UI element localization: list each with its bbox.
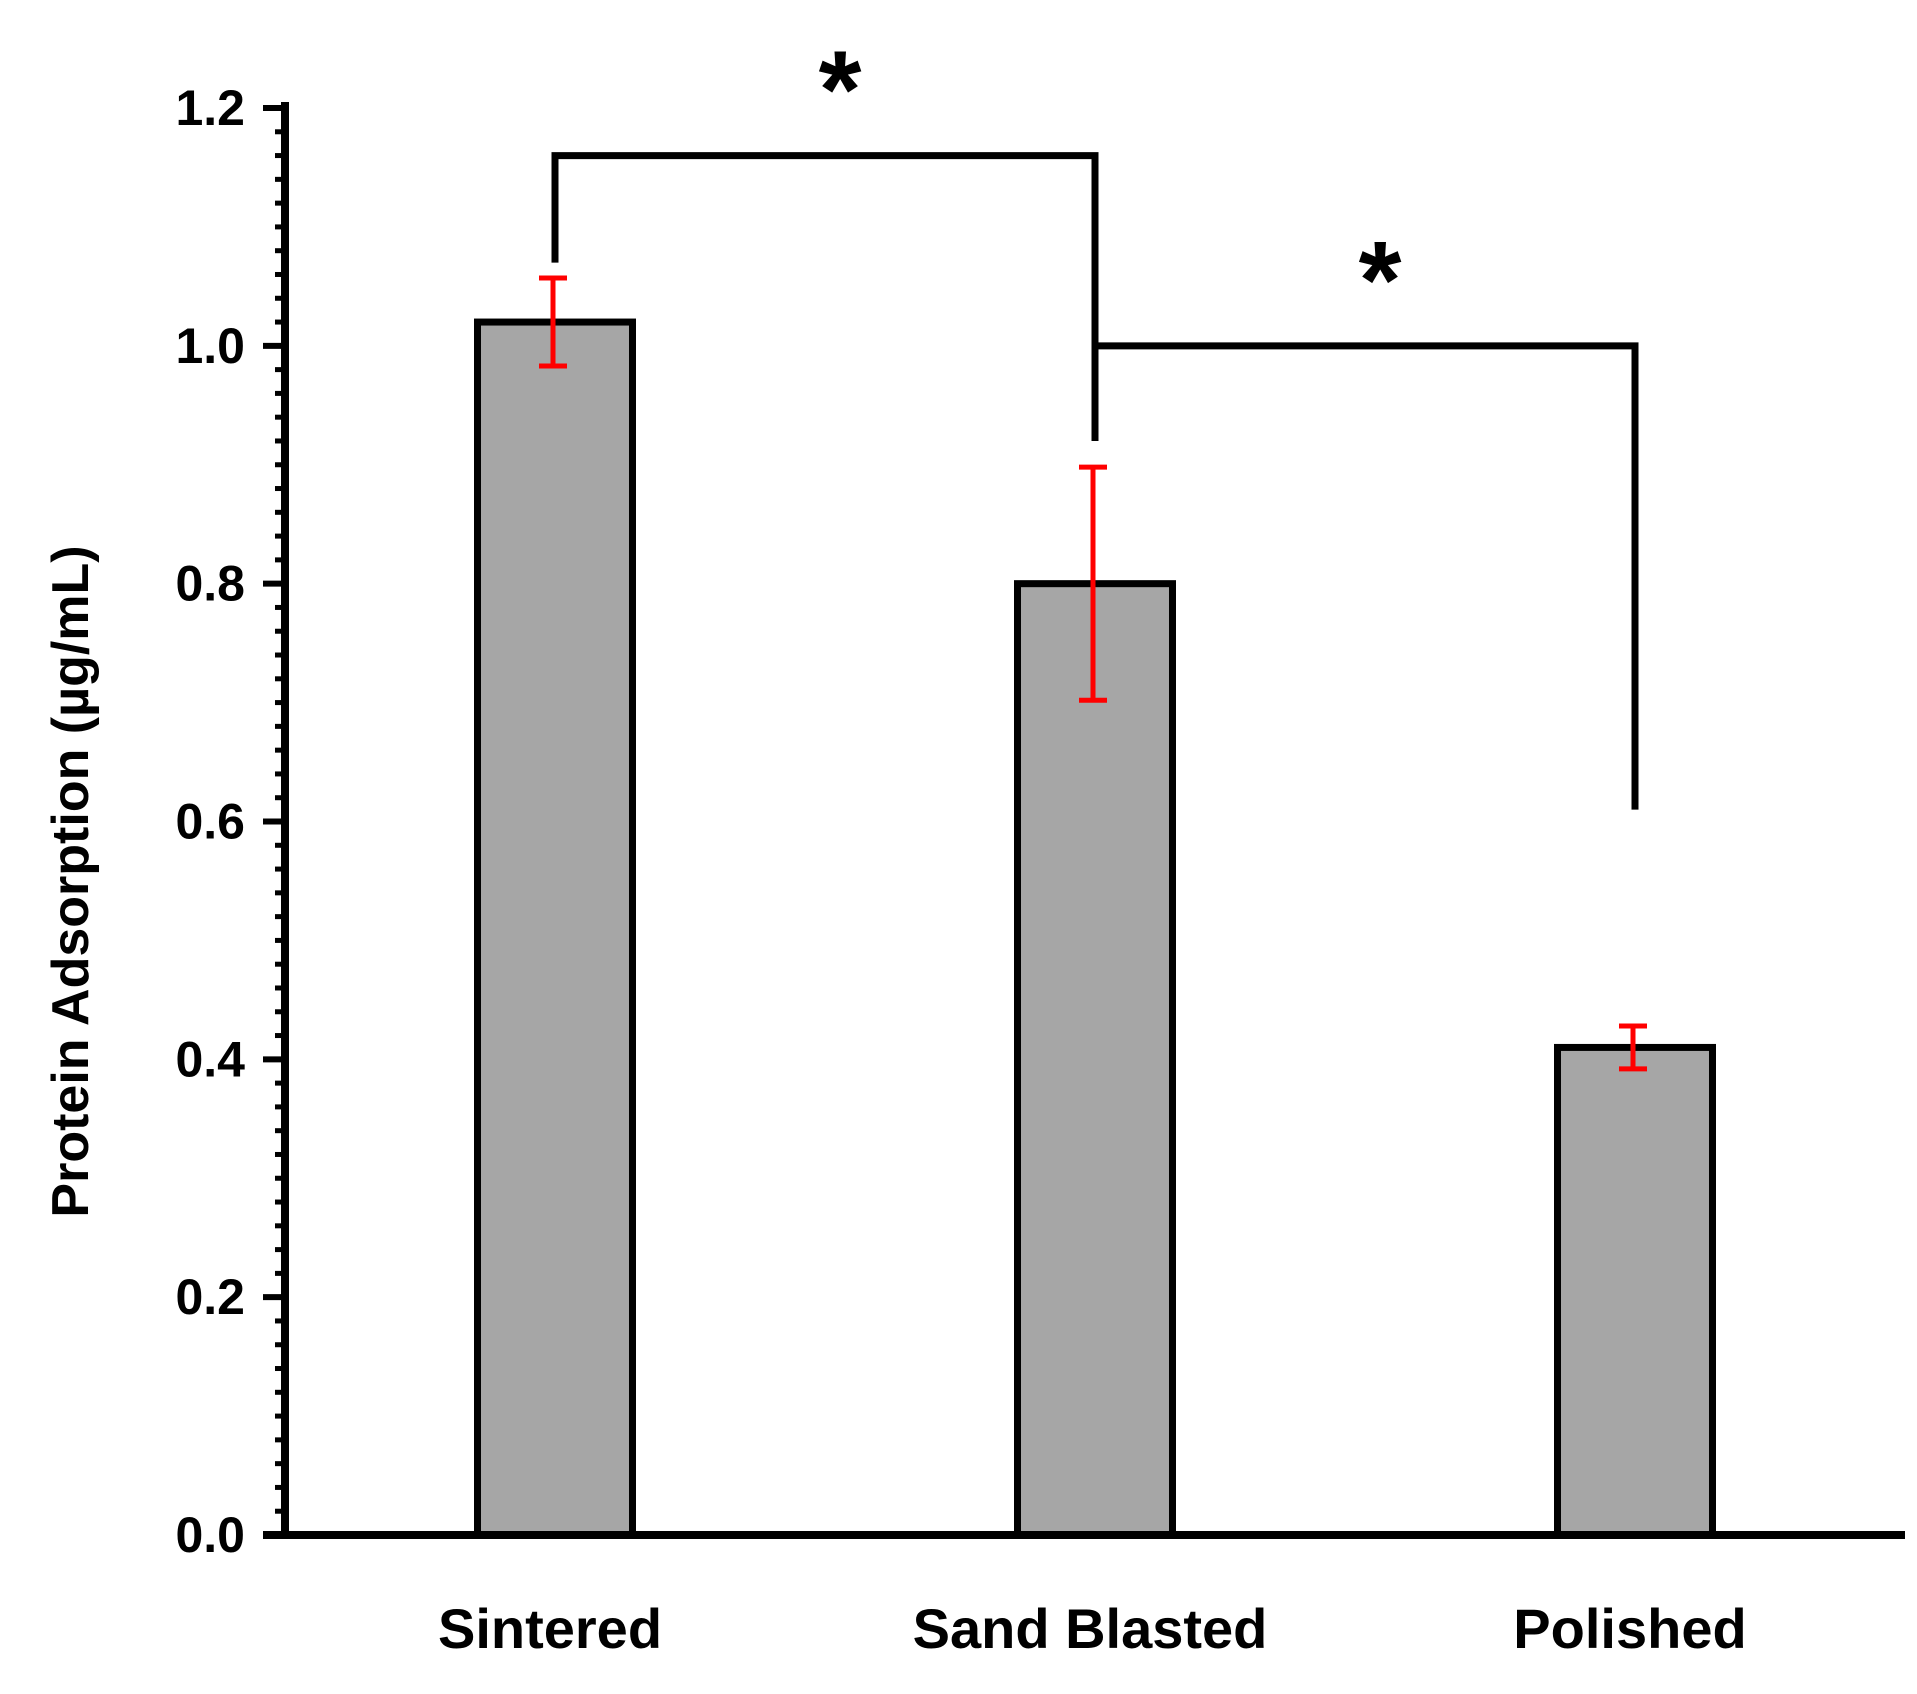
x-tick-label: Polished <box>1513 1597 1746 1660</box>
y-tick-label: 0.2 <box>175 1269 245 1325</box>
y-tick-label: 0.4 <box>175 1031 245 1087</box>
y-axis-title: Protein Adsorption (µg/mL) <box>42 545 100 1217</box>
significance-brackets: ** <box>551 29 1639 810</box>
bar-sintered <box>474 318 636 1539</box>
x-tick-label: Sand Blasted <box>913 1597 1268 1660</box>
y-tick-label: 0.8 <box>175 556 245 612</box>
bars <box>474 318 1716 1539</box>
y-tick-label: 1.2 <box>175 80 245 136</box>
x-tick-labels: Sintered Sand Blasted Polished <box>438 1597 1747 1660</box>
x-tick-label: Sintered <box>438 1597 662 1660</box>
y-tick-label: 1.0 <box>175 318 245 374</box>
y-tick-label: 0.0 <box>175 1507 245 1563</box>
significance-bracket <box>551 152 1099 441</box>
y-tick-labels: 0.0 0.2 0.4 0.6 0.8 1.0 1.2 <box>175 80 245 1563</box>
bar-sand-blasted <box>1014 580 1176 1539</box>
y-tick-label: 0.6 <box>175 794 245 850</box>
bar-polished <box>1554 1043 1716 1539</box>
significance-bracket <box>1091 342 1639 810</box>
significance-asterisk: * <box>1359 219 1402 342</box>
significance-asterisk: * <box>819 29 862 152</box>
error-bars <box>539 275 1647 1072</box>
axes <box>263 102 1905 1539</box>
